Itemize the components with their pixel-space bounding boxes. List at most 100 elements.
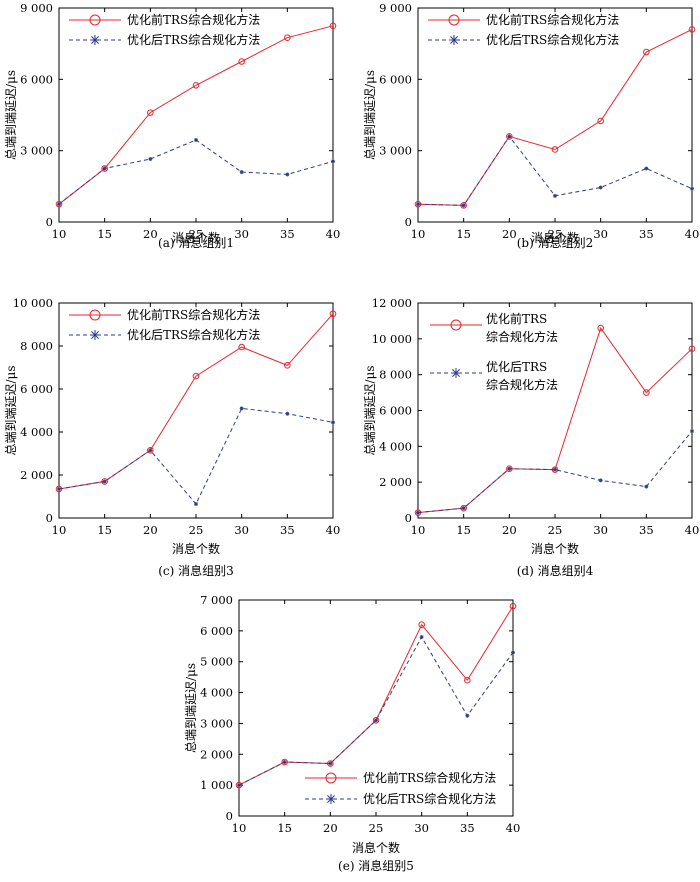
data-point-after — [553, 193, 557, 198]
x-tick-label: 30 — [414, 821, 429, 835]
data-point-after — [461, 506, 466, 511]
x-axis-title: 消息个数 — [352, 840, 400, 855]
x-tick-label: 10 — [52, 227, 67, 241]
data-point-after — [239, 406, 244, 411]
legend-marker-circle — [325, 772, 337, 784]
x-axis-title: 消息个数 — [531, 541, 579, 556]
x-tick-label: 15 — [456, 227, 471, 241]
y-axis-title: 总端到端延迟/μs — [363, 365, 377, 455]
y-tick-label: 4 000 — [200, 686, 233, 700]
data-point-before — [329, 22, 337, 30]
legend-label-1: 综合规化方法 — [486, 329, 558, 344]
data-point-after — [416, 510, 420, 515]
data-point-after — [598, 185, 603, 190]
data-point-after — [282, 760, 287, 764]
x-axis-title: 消息个数 — [531, 230, 579, 245]
data-point-before — [238, 58, 245, 65]
y-tick-label: 0 — [226, 809, 233, 823]
legend-label-2: 综合规化方法 — [486, 377, 558, 392]
data-point-after — [419, 635, 424, 640]
y-tick-label: 12 000 — [372, 296, 412, 310]
data-point-after — [461, 203, 466, 208]
y-tick-label: 9 000 — [379, 1, 412, 15]
chart-panel-5: 0 1 000 2 000 3 000 4 000 5 000 6 000 7 000 10 15… — [184, 593, 520, 873]
x-tick-label: 20 — [323, 821, 338, 835]
x-tick-label: 25 — [548, 523, 563, 537]
data-point-after — [102, 166, 107, 171]
x-tick-label: 40 — [685, 227, 700, 241]
data-point-after — [285, 172, 290, 177]
panel-caption: (b) 消息组别2 — [517, 235, 594, 250]
data-point-before — [688, 345, 696, 352]
legend-marker-circle — [89, 14, 101, 26]
y-tick-label: 6 000 — [20, 382, 53, 396]
data-point-after — [148, 448, 153, 453]
x-tick-label: 40 — [326, 227, 341, 241]
y-tick-label: 8 000 — [20, 339, 53, 353]
data-point-after — [644, 484, 649, 489]
data-point-before — [506, 133, 513, 140]
x-tick-label: 35 — [639, 523, 654, 537]
data-point-before — [643, 389, 650, 396]
x-tick-label: 35 — [280, 227, 295, 241]
y-tick-label: 0 — [46, 511, 53, 525]
y-tick-label: 9 000 — [20, 1, 53, 15]
data-point-before — [147, 109, 154, 116]
x-tick-label: 20 — [143, 227, 158, 241]
panel-caption: (c) 消息组别3 — [158, 563, 234, 578]
x-tick-label: 10 — [232, 821, 247, 835]
legend-marker-star — [451, 368, 461, 378]
data-point-before — [688, 26, 696, 33]
panel-caption: (d) 消息组别4 — [517, 563, 594, 578]
y-axis-title: 总端到端延迟/μs — [4, 70, 18, 160]
series-line-1 — [238, 605, 514, 786]
y-tick-label: 4 000 — [20, 425, 53, 439]
y-tick-label: 2 000 — [379, 475, 412, 489]
panel-caption: (e) 消息组别5 — [338, 858, 414, 873]
legend-label-2: 优化后TRS综合规化方法 — [363, 791, 496, 806]
x-tick-label: 40 — [326, 523, 341, 537]
data-point-before — [281, 758, 288, 766]
x-axis-title: 消息个数 — [172, 230, 220, 245]
data-point-before — [55, 200, 63, 208]
x-tick-label: 30 — [593, 227, 608, 241]
x-tick-label: 15 — [97, 523, 112, 537]
series-line-1 — [58, 25, 334, 205]
legend-label-2: 优化后TRS综合规化方法 — [127, 32, 260, 47]
data-point-after — [507, 466, 512, 471]
chart-panel-4: 0 2 000 4 000 6 000 8 000 10 000 12 000 10 15 20 2… — [363, 296, 699, 578]
series-line-1 — [417, 326, 693, 514]
x-tick-label: 20 — [502, 227, 517, 241]
data-point-before — [372, 717, 380, 724]
data-point-before — [509, 602, 517, 610]
x-tick-label: 35 — [460, 821, 475, 835]
data-point-before — [147, 446, 154, 454]
data-point-after — [239, 170, 244, 175]
series-line-2 — [58, 139, 334, 205]
x-tick-label: 25 — [369, 821, 384, 835]
y-tick-label: 8 000 — [379, 368, 412, 382]
data-point-after — [690, 186, 694, 191]
y-tick-label: 6 000 — [379, 404, 412, 418]
legend-label-1: 优化前TRS综合规化方法 — [486, 12, 619, 27]
x-tick-label: 25 — [189, 227, 204, 241]
data-point-after — [194, 502, 198, 507]
x-tick-label: 15 — [277, 821, 292, 835]
data-point-before — [192, 81, 200, 89]
data-point-after — [57, 486, 61, 491]
y-tick-label: 6 000 — [200, 624, 233, 638]
data-point-after — [507, 134, 512, 139]
x-tick-label: 10 — [411, 523, 426, 537]
y-axis-title: 总端到端延迟/μs — [4, 365, 18, 455]
y-tick-label: 0 — [405, 511, 412, 525]
x-tick-label: 10 — [411, 227, 426, 241]
legend-label-2: 优化后TRS — [486, 360, 547, 374]
legend-label-1: 优化前TRS — [486, 311, 547, 326]
y-tick-label: 10 000 — [13, 296, 53, 310]
y-tick-label: 4 000 — [379, 439, 412, 453]
data-point-after — [598, 478, 603, 483]
panel-caption: (a) 消息组别1 — [158, 235, 234, 250]
